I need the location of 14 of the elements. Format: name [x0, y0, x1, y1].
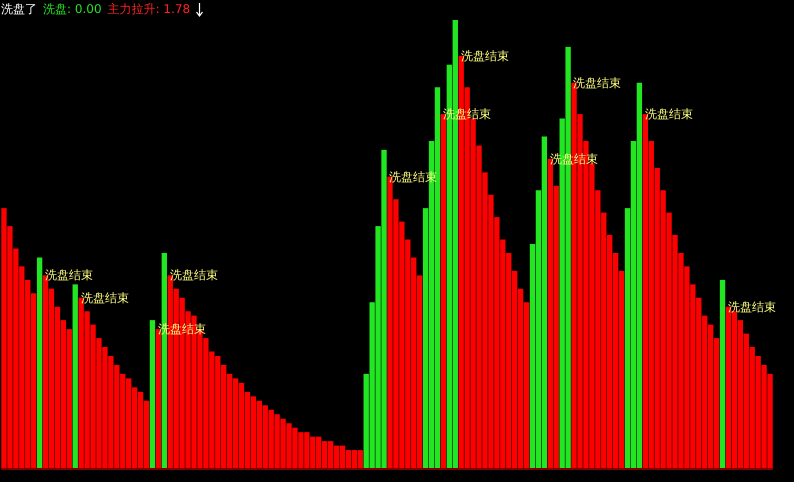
bar	[72, 284, 78, 468]
annotation: 洗盘结束	[461, 49, 509, 63]
annotation: 洗盘结束	[573, 76, 621, 90]
annotation: 洗盘结束	[81, 291, 129, 305]
bar	[720, 280, 726, 468]
annotation: 洗盘结束	[45, 268, 93, 282]
annotation: 洗盘结束	[645, 107, 693, 121]
chart-title: 洗盘了	[1, 1, 37, 18]
annotation: 洗盘结束	[728, 300, 776, 314]
text: 洗盘: 0.00	[43, 1, 102, 18]
annotation: 洗盘结束	[170, 268, 218, 282]
bar	[36, 257, 42, 468]
bar	[150, 320, 156, 468]
text: 主力拉升: 1.78	[108, 1, 190, 18]
